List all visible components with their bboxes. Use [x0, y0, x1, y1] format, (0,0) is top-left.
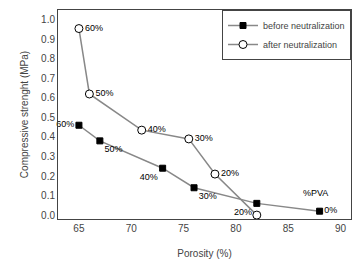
- svg-text:0.8: 0.8: [41, 53, 55, 64]
- svg-text:0.1: 0.1: [41, 190, 55, 201]
- svg-text:0.6: 0.6: [41, 92, 55, 103]
- svg-text:30%: 30%: [195, 133, 213, 143]
- svg-text:40%: 40%: [148, 124, 166, 134]
- svg-text:20%: 20%: [221, 168, 239, 178]
- svg-text:30%: 30%: [199, 191, 217, 201]
- svg-text:0.7: 0.7: [41, 73, 55, 84]
- svg-text:75: 75: [178, 223, 190, 234]
- svg-text:50%: 50%: [95, 88, 113, 98]
- svg-text:0.0: 0.0: [41, 210, 55, 221]
- svg-text:20%: 20%: [234, 207, 252, 217]
- svg-text:0.3: 0.3: [41, 151, 55, 162]
- svg-text:50%: 50%: [105, 144, 123, 154]
- svg-text:80: 80: [230, 223, 242, 234]
- svg-text:0.4: 0.4: [41, 131, 55, 142]
- svg-text:0%: 0%: [324, 205, 337, 215]
- svg-text:0.5: 0.5: [41, 112, 55, 123]
- svg-text:after neutralization: after neutralization: [263, 40, 337, 50]
- svg-text:90: 90: [335, 223, 347, 234]
- svg-text:%PVA: %PVA: [303, 188, 328, 198]
- svg-text:70: 70: [126, 223, 138, 234]
- svg-text:60%: 60%: [56, 119, 74, 129]
- svg-text:60%: 60%: [85, 23, 103, 33]
- svg-text:0.9: 0.9: [41, 34, 55, 45]
- svg-text:Compressive strenght (MPa): Compressive strenght (MPa): [19, 51, 30, 178]
- svg-text:40%: 40%: [140, 172, 158, 182]
- svg-text:1.0: 1.0: [41, 14, 55, 25]
- svg-text:0.2: 0.2: [41, 171, 55, 182]
- svg-text:85: 85: [283, 223, 295, 234]
- svg-text:before neutralization: before neutralization: [263, 21, 345, 31]
- svg-text:65: 65: [73, 223, 85, 234]
- svg-text:Porosity (%): Porosity (%): [177, 248, 231, 259]
